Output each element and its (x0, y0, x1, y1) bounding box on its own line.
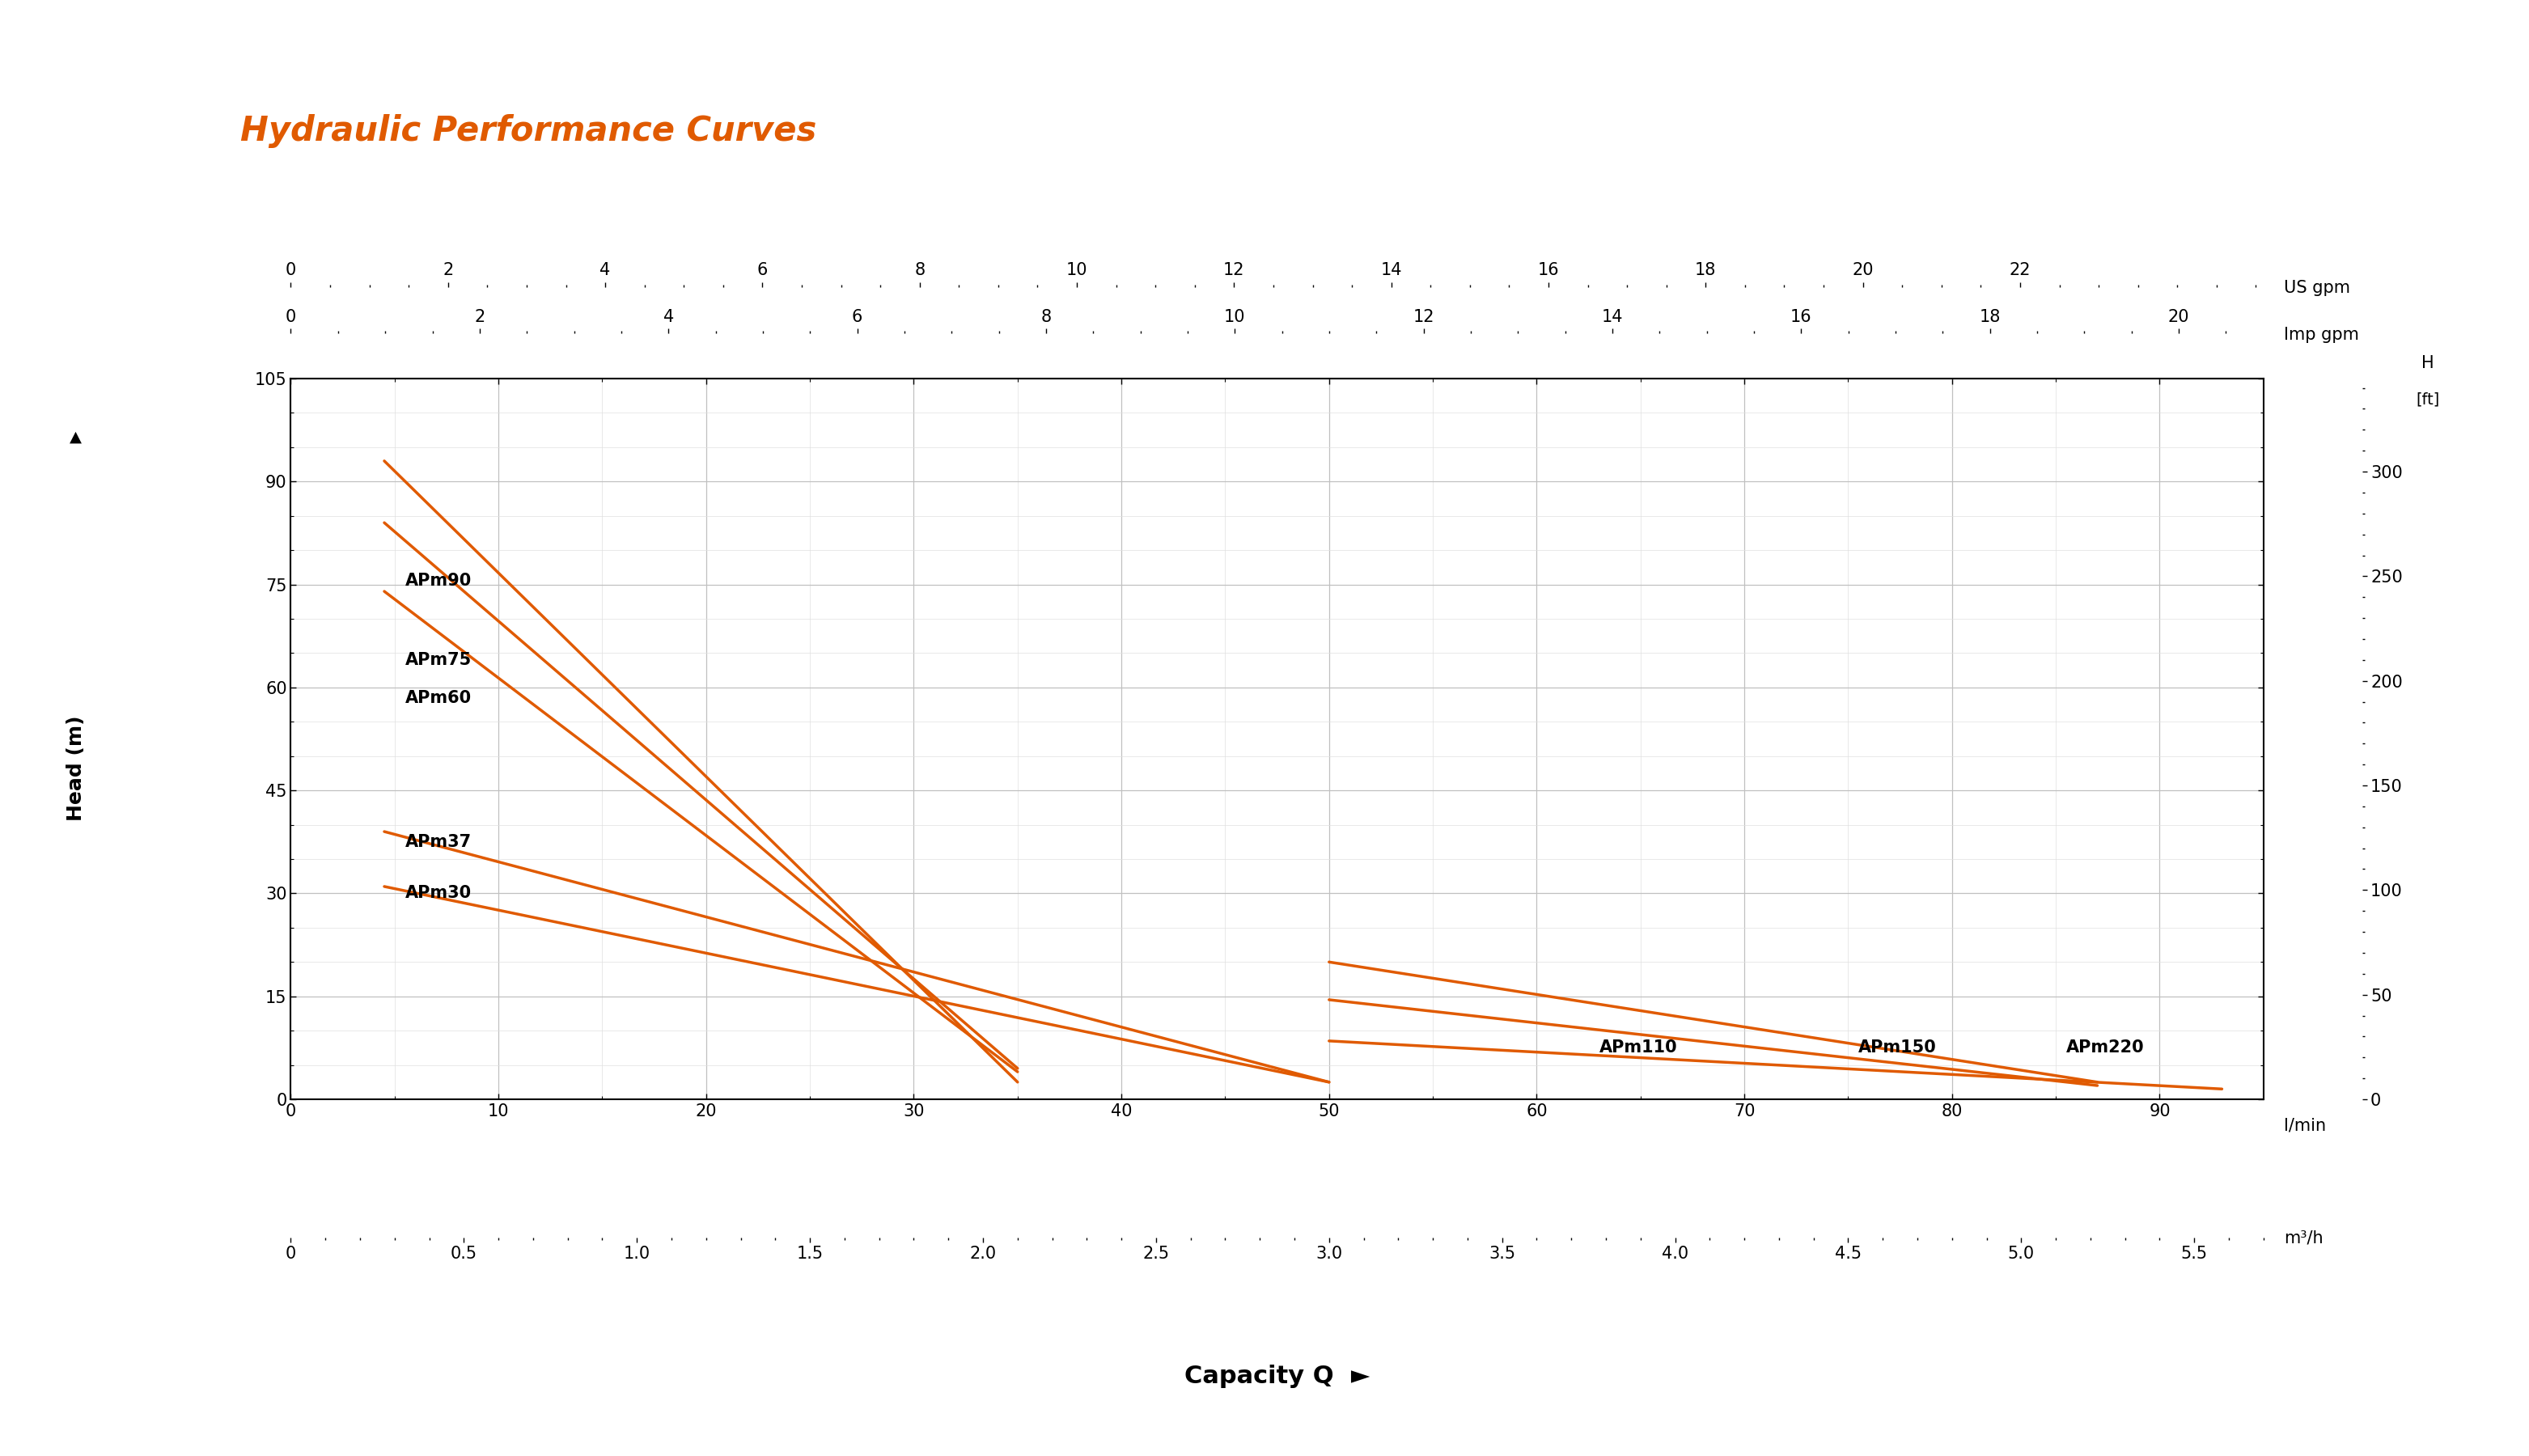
Text: APm30: APm30 (405, 885, 470, 901)
Text: l/min: l/min (2284, 1117, 2327, 1134)
Text: APm150: APm150 (1859, 1040, 1937, 1056)
Text: Hydraulic Performance Curves: Hydraulic Performance Curves (240, 114, 817, 149)
Text: H: H (2423, 355, 2433, 371)
Text: APm60: APm60 (405, 690, 470, 706)
Text: Head (m): Head (m) (66, 715, 86, 821)
Text: US gpm: US gpm (2284, 280, 2349, 297)
Text: ▲: ▲ (71, 430, 81, 444)
Text: Imp gpm: Imp gpm (2284, 326, 2360, 344)
Text: [ft]: [ft] (2415, 392, 2440, 408)
Text: Capacity Q  ►: Capacity Q ► (1184, 1364, 1371, 1388)
Text: APm75: APm75 (405, 652, 470, 668)
Text: m³/h: m³/h (2284, 1229, 2324, 1246)
Text: APm220: APm220 (2066, 1040, 2145, 1056)
Text: APm110: APm110 (1598, 1040, 1677, 1056)
Text: APm37: APm37 (405, 834, 470, 850)
Text: APm90: APm90 (405, 574, 470, 590)
